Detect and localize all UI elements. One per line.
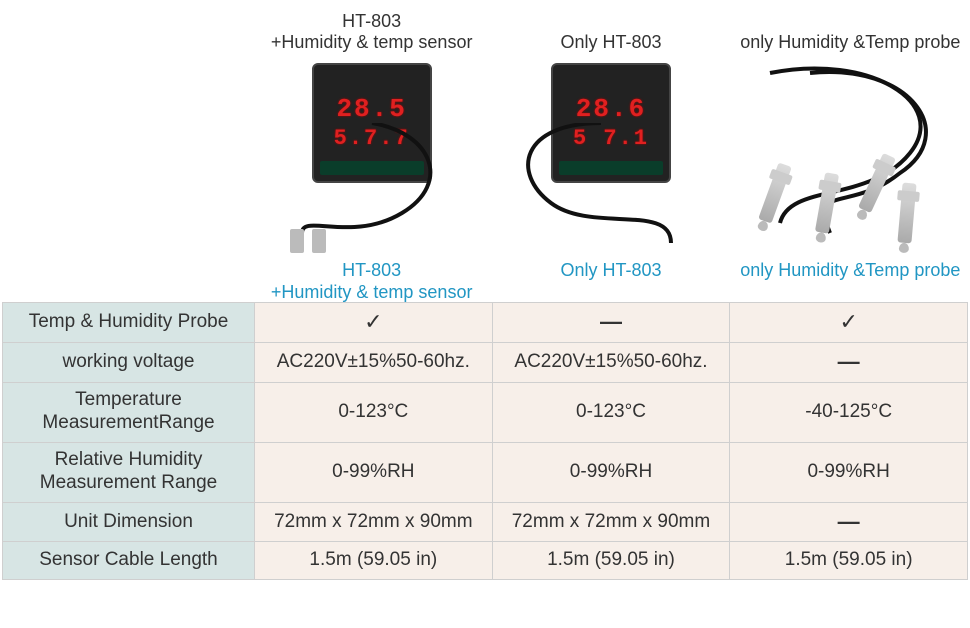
caption-line: only Humidity &Temp probe: [740, 260, 960, 280]
product-image-only-probe: [750, 58, 950, 258]
cable-icon: [282, 123, 462, 253]
product-header-combo: HT-803 +Humidity & temp sensor: [271, 8, 473, 54]
comparison-table: Temp & Humidity Probe✓—✓working voltageA…: [2, 302, 968, 580]
table-cell: 0-99%RH: [255, 442, 493, 502]
table-row: Temp & Humidity Probe ✓ — ✓: [3, 303, 968, 343]
table-cell: 0-123°C: [255, 382, 493, 442]
table-row: TemperatureMeasurementRange0-123°C0-123°…: [3, 382, 968, 442]
table-cell: —: [730, 502, 968, 542]
table-cell: 72mm x 72mm x 90mm: [255, 502, 493, 542]
check-icon: ✓: [839, 309, 857, 334]
product-header-only-probe: only Humidity &Temp probe: [740, 8, 960, 54]
row-label: working voltage: [3, 342, 255, 382]
row-label: Unit Dimension: [3, 502, 255, 542]
product-header-line: only Humidity &Temp probe: [740, 32, 960, 54]
dash-icon: —: [600, 309, 622, 334]
product-header-only-ht803: Only HT-803: [560, 8, 661, 54]
table-cell: ✓: [255, 303, 493, 343]
product-image-combo: 28.5 5.7.7: [272, 58, 472, 258]
table-row: Unit Dimension72mm x 72mm x 90mm72mm x 7…: [3, 502, 968, 542]
table-cell: —: [730, 342, 968, 382]
cable-icon: [521, 123, 701, 253]
table-cell: 72mm x 72mm x 90mm: [492, 502, 730, 542]
table-row: Relative HumidityMeasurement Range0-99%R…: [3, 442, 968, 502]
row-label: Relative HumidityMeasurement Range: [3, 442, 255, 502]
product-header-line: HT-803: [271, 11, 473, 33]
caption-line: Only HT-803: [560, 260, 661, 280]
table-cell: 1.5m (59.05 in): [255, 542, 493, 580]
caption-line: HT-803: [342, 260, 401, 280]
product-col-only-ht803: Only HT-803 28.6 5 7.1 Only HT-803: [491, 0, 730, 282]
table-cell: AC220V±15%50-60hz.: [492, 342, 730, 382]
table-cell: 1.5m (59.05 in): [492, 542, 730, 580]
product-comparison-page: { "colors": { "background": "#ffffff", "…: [0, 0, 970, 628]
comparison-table-body: Temp & Humidity Probe✓—✓working voltageA…: [3, 303, 968, 580]
dash-icon: —: [838, 509, 860, 534]
product-header-line: +Humidity & temp sensor: [271, 32, 473, 54]
led-readout-top: 28.6: [576, 96, 646, 122]
product-caption-combo: HT-803 +Humidity & temp sensor: [271, 260, 473, 303]
product-caption-only-probe: only Humidity &Temp probe: [740, 260, 960, 282]
table-cell: 1.5m (59.05 in): [730, 542, 968, 580]
row-label: Sensor Cable Length: [3, 542, 255, 580]
table-cell: 0-99%RH: [492, 442, 730, 502]
table-cell: AC220V±15%50-60hz.: [255, 342, 493, 382]
probe-cluster-icon: [750, 63, 950, 253]
table-cell: 0-99%RH: [730, 442, 968, 502]
table-cell: ✓: [730, 303, 968, 343]
product-col-only-probe: only Humidity &Temp probe: [731, 0, 970, 282]
caption-line: +Humidity & temp sensor: [271, 282, 473, 302]
cable-icon: [750, 63, 950, 253]
table-cell: 0-123°C: [492, 382, 730, 442]
product-image-only-ht803: 28.6 5 7.1: [511, 58, 711, 258]
check-icon: ✓: [364, 309, 382, 334]
dash-icon: —: [838, 349, 860, 374]
product-col-combo: HT-803 +Humidity & temp sensor 28.5 5.7.…: [252, 0, 491, 303]
table-cell: —: [492, 303, 730, 343]
product-caption-only-ht803: Only HT-803: [560, 260, 661, 282]
row-label: Temp & Humidity Probe: [3, 303, 255, 343]
row-label: TemperatureMeasurementRange: [3, 382, 255, 442]
product-header-row: HT-803 +Humidity & temp sensor 28.5 5.7.…: [0, 0, 970, 300]
led-readout-top: 28.5: [336, 96, 406, 122]
table-row: Sensor Cable Length1.5m (59.05 in)1.5m (…: [3, 542, 968, 580]
product-header-line: Only HT-803: [560, 32, 661, 54]
table-row: working voltageAC220V±15%50-60hz.AC220V±…: [3, 342, 968, 382]
table-cell: -40-125°C: [730, 382, 968, 442]
